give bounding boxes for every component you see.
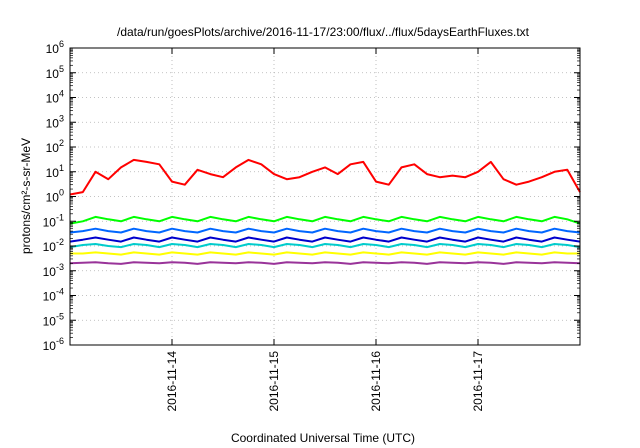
y-tick-label: 104 (46, 89, 64, 106)
y-tick-label: 100 (46, 188, 64, 205)
series-line-6 (69, 261, 581, 265)
x-tick-label: 2016-11-14 (165, 351, 179, 412)
data-series (69, 158, 581, 265)
grid-lines (70, 48, 580, 345)
y-tick-label: 10-1 (43, 212, 64, 229)
y-tick-label: 101 (46, 163, 64, 180)
x-tick-label: 2016-11-17 (471, 351, 485, 412)
x-tick-label: 2016-11-15 (267, 351, 281, 412)
series-line-4 (69, 243, 581, 249)
series-line-1 (69, 215, 581, 225)
chart-title: /data/run/goesPlots/archive/2016-11-17/2… (117, 25, 530, 39)
y-axis-ticks: 10-6 10-5 10-4 10-3 10-2 10-1 100 101 102 103 104 1… (43, 39, 580, 353)
y-tick-label: 102 (46, 138, 64, 155)
y-tick-label: 106 (46, 39, 64, 56)
y-tick-label: 10-2 (43, 237, 64, 254)
x-axis-label: Coordinated Universal Time (UTC) (231, 431, 415, 445)
y-tick-label: 10-4 (43, 287, 64, 304)
y-tick-label: 10-6 (43, 336, 64, 353)
y-tick-label: 10-3 (43, 262, 64, 279)
y-axis-label: protons/cm²-s-sr-MeV (19, 138, 33, 254)
series-line-3 (69, 236, 581, 243)
y-tick-label: 10-5 (43, 311, 64, 328)
y-tick-label: 103 (46, 113, 64, 130)
x-tick-label: 2016-11-16 (369, 351, 383, 412)
series-line-2 (69, 227, 581, 234)
x-axis-ticks: 2016-11-14 2016-11-15 2016-11-16 2016-11-17 (165, 48, 485, 412)
y-tick-label: 105 (46, 64, 64, 81)
series-line-0 (69, 158, 581, 196)
series-line-5 (70, 251, 580, 256)
